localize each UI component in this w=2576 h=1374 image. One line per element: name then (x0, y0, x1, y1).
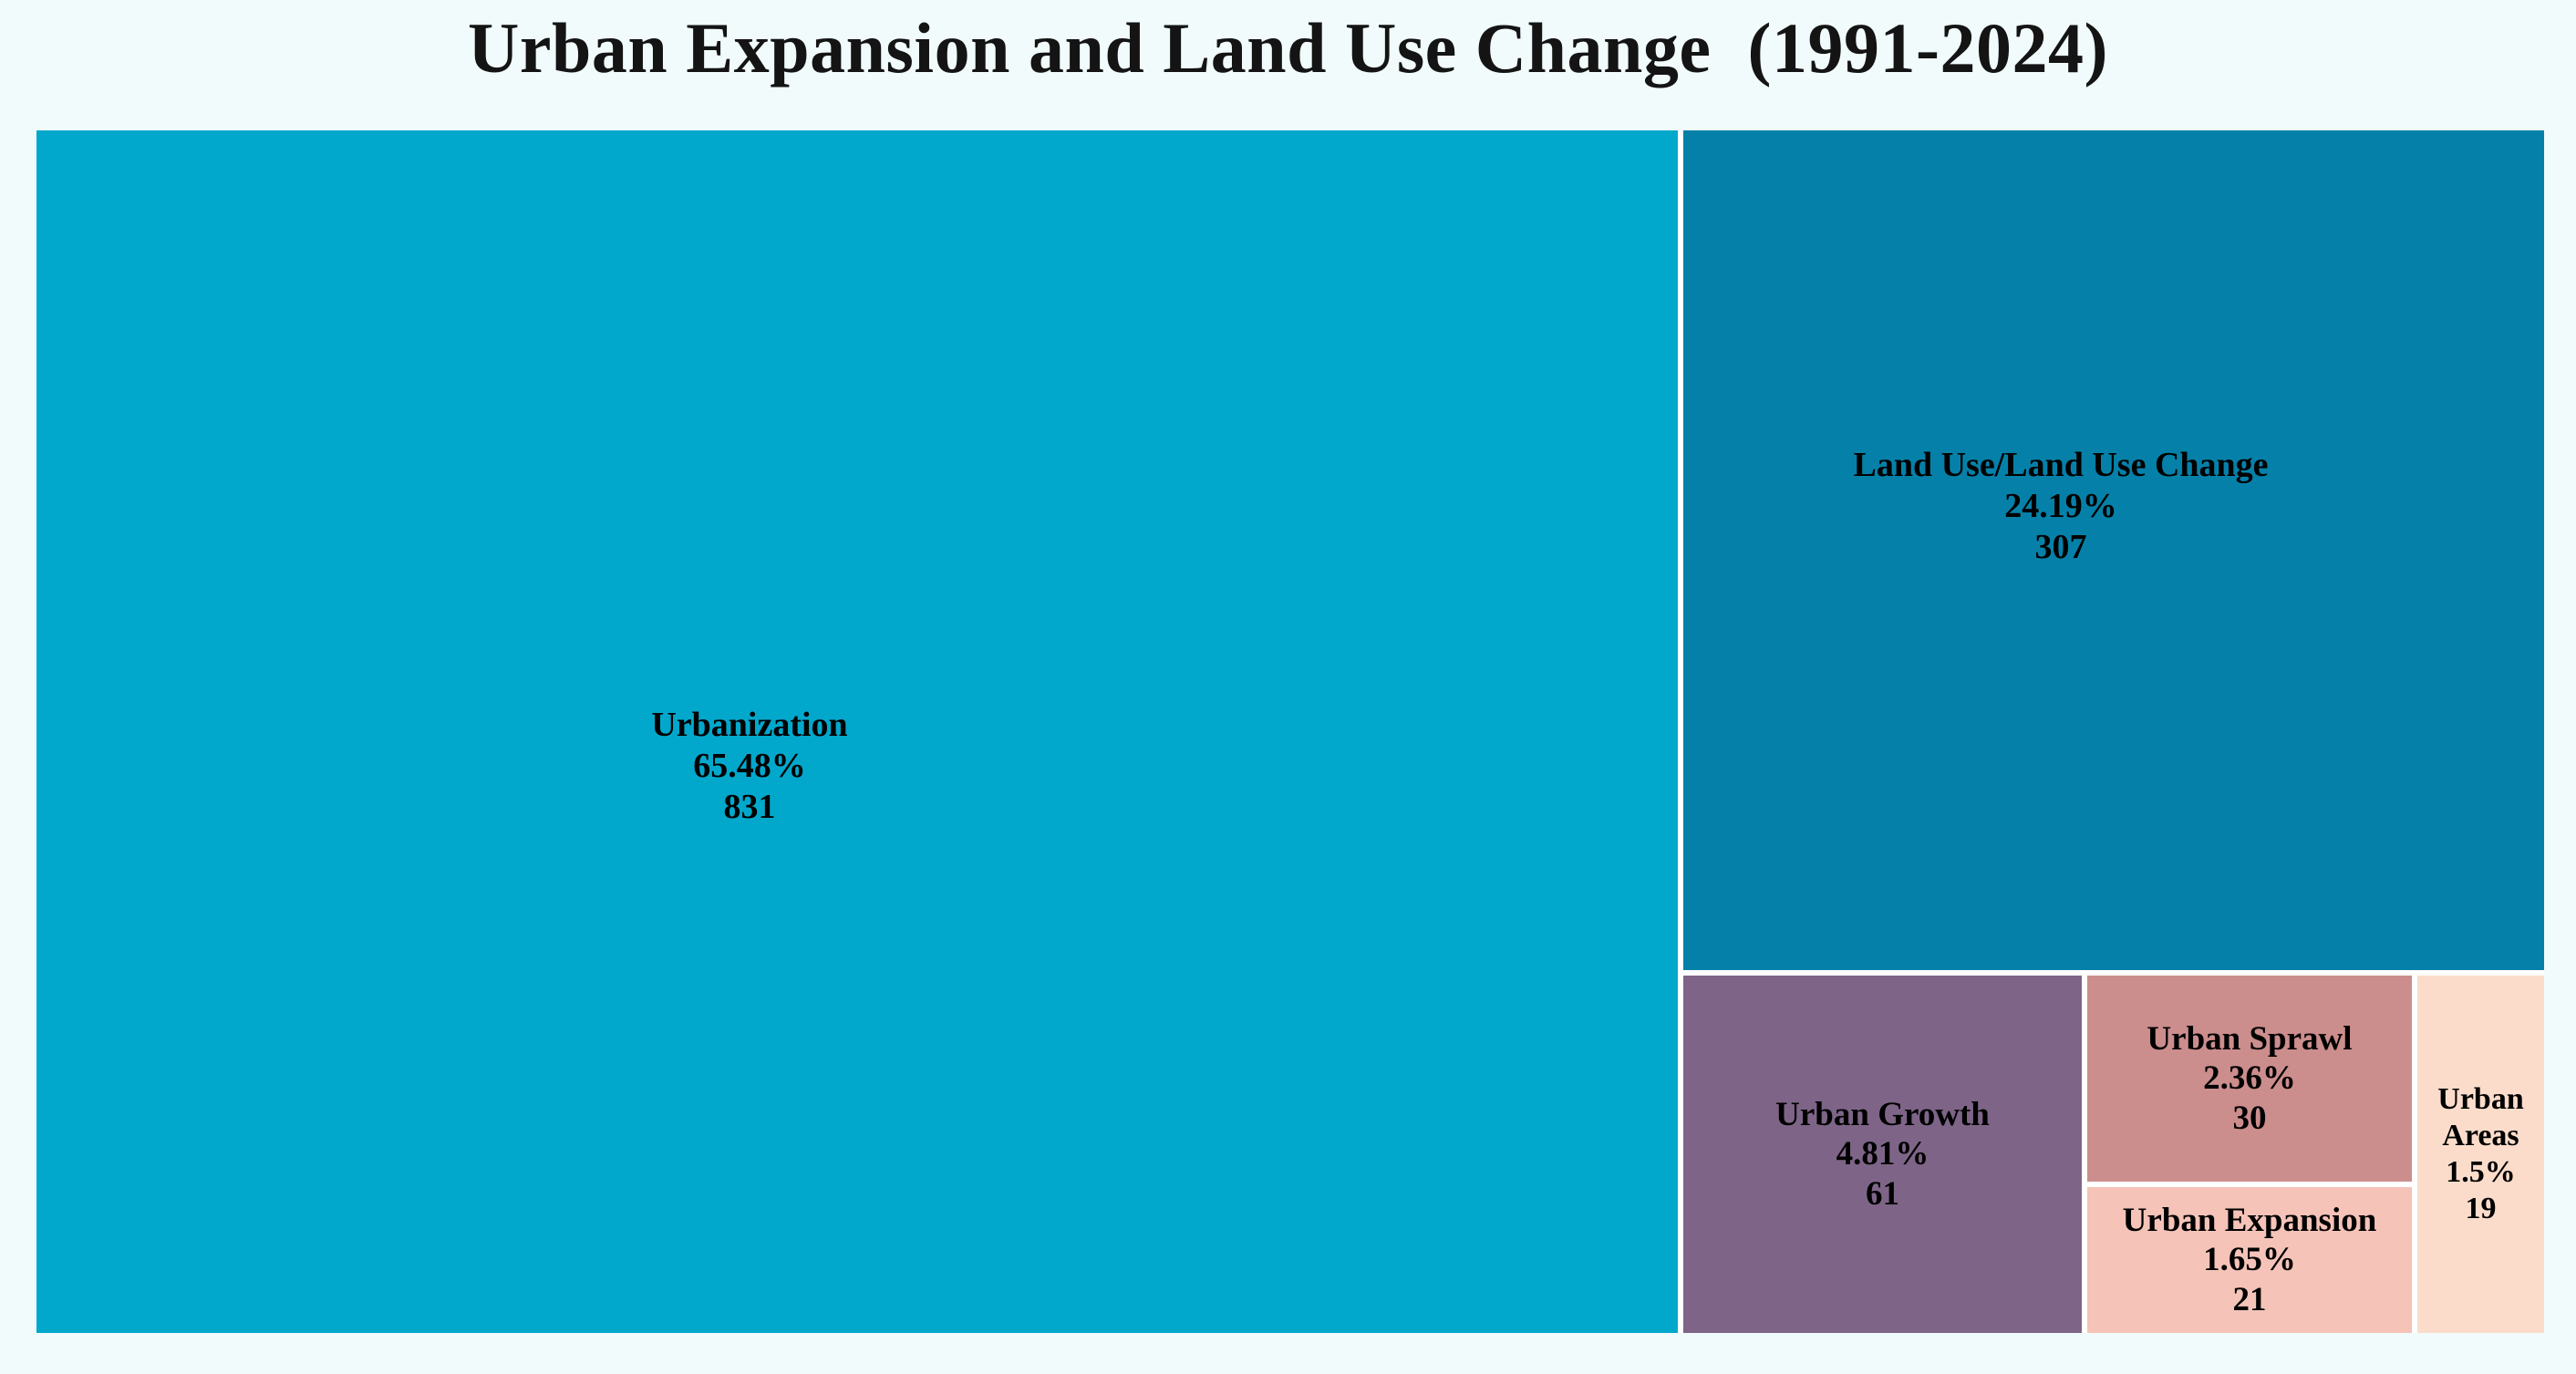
tile-value: 19 (2465, 1192, 2497, 1226)
chart-title: Urban Expansion and Land Use Change (199… (468, 8, 2108, 88)
tile-urban-sprawl: Urban Sprawl 2.36% 30 (2087, 976, 2412, 1182)
tile-value: 61 (1865, 1174, 1899, 1213)
tile-percent: 2.36% (2203, 1059, 2296, 1098)
tile-urbanization-label: Urbanization 65.48% 831 (651, 705, 847, 827)
tile-percent: 1.65% (2203, 1241, 2296, 1279)
tile-urban-expansion: Urban Expansion 1.65% 21 (2087, 1187, 2412, 1333)
tile-percent: 1.5% (2446, 1155, 2516, 1189)
tile-urban-expansion-label: Urban Expansion 1.65% 21 (2123, 1201, 2377, 1320)
tile-name: Land Use/Land Use Change (1853, 446, 2269, 485)
tile-urbanization: Urbanization 65.48% 831 (36, 130, 1678, 1333)
tile-value: 307 (2034, 527, 2087, 566)
tile-percent: 24.19% (2004, 487, 2117, 526)
tile-value: 831 (723, 787, 776, 826)
tile-urban-sprawl-label: Urban Sprawl 2.36% 30 (2147, 1019, 2352, 1139)
treemap-plot-area: Urbanization 65.48% 831 Land Use/Land Us… (36, 130, 2544, 1333)
tile-name: Urban Growth (1775, 1095, 1990, 1133)
tile-urban-growth: Urban Growth 4.81% 61 (1683, 976, 2082, 1333)
tile-percent: 4.81% (1836, 1135, 1929, 1173)
tile-land-use-land-use-change: Land Use/Land Use Change 24.19% 307 (1683, 130, 2544, 970)
tile-land-use-label: Land Use/Land Use Change 24.19% 307 (1853, 445, 2268, 567)
tile-urban-areas: Urban Areas 1.5% 19 (2417, 976, 2544, 1333)
tile-urban-areas-label: Urban Areas 1.5% 19 (2417, 1081, 2544, 1227)
tile-name: Urban Expansion (2122, 1201, 2377, 1239)
tile-name: Urban Sprawl (2147, 1019, 2353, 1058)
tile-percent: 65.48% (693, 747, 806, 786)
tile-value: 21 (2232, 1280, 2267, 1318)
tile-urban-growth-label: Urban Growth 4.81% 61 (1775, 1095, 1990, 1214)
tile-name: Urban Areas (2437, 1081, 2524, 1152)
tile-value: 30 (2232, 1099, 2267, 1137)
tile-name: Urbanization (651, 706, 848, 745)
